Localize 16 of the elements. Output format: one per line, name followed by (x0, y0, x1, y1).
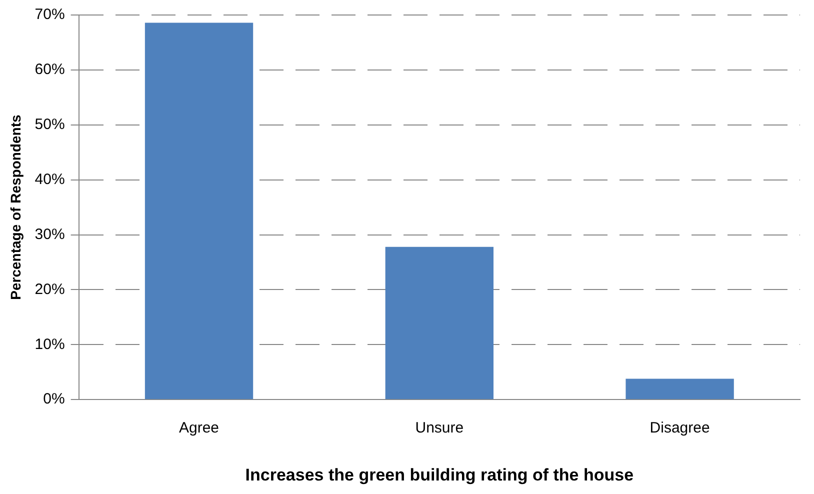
y-tick-label: 50% (34, 116, 65, 134)
x-tick-label: Disagree (650, 420, 710, 437)
y-tick-label: 10% (34, 336, 65, 353)
y-axis-title: Percentage of Respondents (7, 114, 24, 300)
y-tick-label: 30% (34, 226, 65, 243)
bar (144, 22, 254, 400)
y-tick-label: 60% (34, 61, 65, 78)
y-tick-label: 20% (34, 280, 65, 298)
bar (626, 378, 734, 400)
bar (385, 246, 494, 400)
x-tick-label: Unsure (415, 420, 464, 437)
y-tick-label: 70% (34, 6, 65, 24)
x-tick-label: Agree (179, 420, 220, 437)
y-tick-label: 0% (43, 390, 65, 408)
y-tick-label: 40% (34, 170, 65, 188)
x-axis-title: Increases the green building rating of the house (245, 465, 634, 484)
